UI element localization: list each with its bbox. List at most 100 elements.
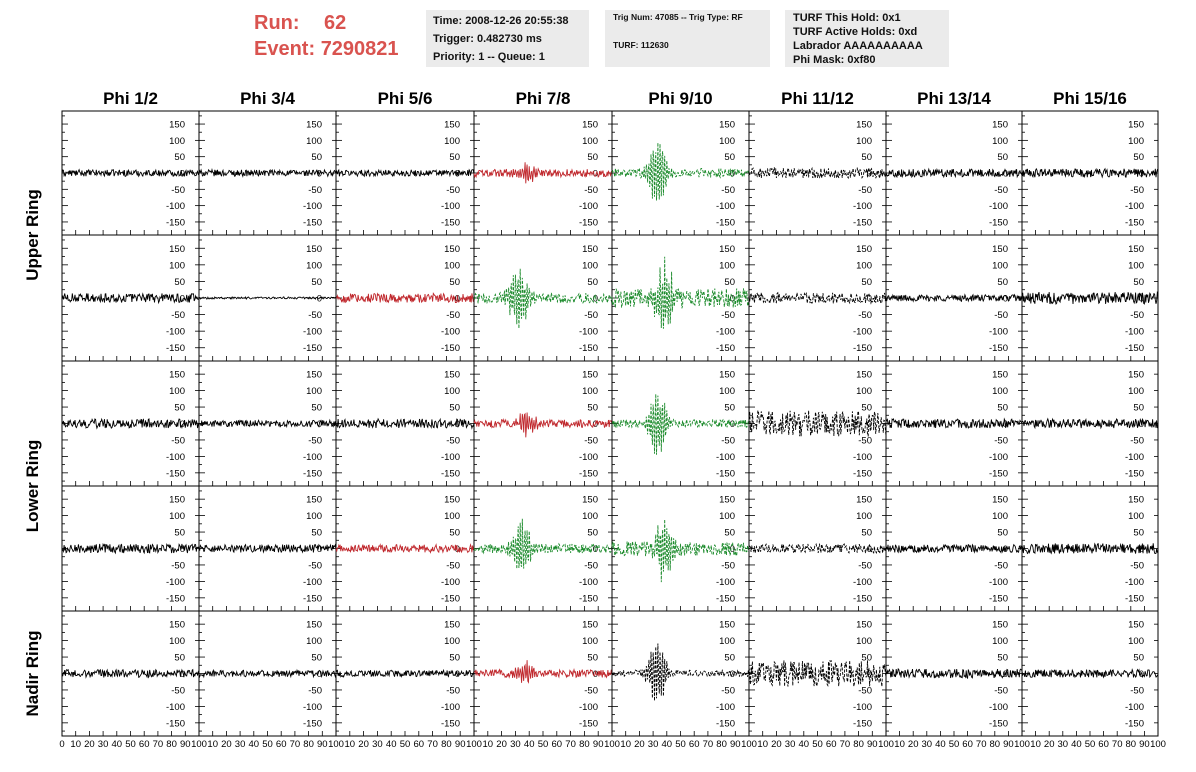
y-tick-label: 0 <box>317 544 322 555</box>
waveform-trace <box>1021 167 1159 179</box>
y-tick-label: -150 <box>853 718 872 729</box>
y-tick-label: 150 <box>444 370 460 381</box>
y-tick-label: -150 <box>716 343 735 354</box>
y-tick-label: -100 <box>1125 201 1144 212</box>
y-tick-label: 100 <box>444 136 460 147</box>
column-title: Phi 9/10 <box>648 89 712 108</box>
x-tick-label: 0 <box>59 739 64 750</box>
x-tick-label: 10 <box>70 739 81 750</box>
y-tick-label: 150 <box>1128 370 1144 381</box>
y-tick-label: -50 <box>858 685 872 696</box>
x-tick-label: 40 <box>935 739 946 750</box>
y-tick-label: 50 <box>724 277 735 288</box>
y-tick-label: -50 <box>994 435 1008 446</box>
event-label: Event: <box>254 38 316 60</box>
y-tick-label: 100 <box>992 636 1008 647</box>
x-tick-label: 90 <box>1139 739 1150 750</box>
x-tick-label: 20 <box>358 739 369 750</box>
run-value: 62 <box>324 12 347 34</box>
y-tick-label: -150 <box>166 468 185 479</box>
x-tick-label: 90 <box>593 739 604 750</box>
y-tick-label: 150 <box>992 370 1008 381</box>
y-tick-label: 100 <box>992 260 1008 271</box>
waveform-trace <box>1021 668 1159 679</box>
y-tick-label: 150 <box>306 370 322 381</box>
y-tick-label: 150 <box>306 620 322 631</box>
x-tick-label: 60 <box>139 739 150 750</box>
y-tick-label: 100 <box>444 511 460 522</box>
y-tick-label: -150 <box>853 343 872 354</box>
y-tick-label: 50 <box>861 277 872 288</box>
y-tick-label: -100 <box>853 327 872 338</box>
y-tick-label: 100 <box>719 260 735 271</box>
x-tick-label: 20 <box>84 739 95 750</box>
x-tick-label: 60 <box>276 739 287 750</box>
y-tick-label: -100 <box>166 327 185 338</box>
waveform-trace <box>1021 291 1159 305</box>
y-tick-label: 50 <box>861 403 872 414</box>
y-tick-label: 50 <box>724 152 735 163</box>
y-tick-label: -50 <box>584 560 598 571</box>
column-title: Phi 1/2 <box>103 89 158 108</box>
y-tick-label: -150 <box>166 217 185 228</box>
y-tick-label: -50 <box>171 185 185 196</box>
y-tick-label: 150 <box>306 495 322 506</box>
x-tick-label: 100 <box>328 739 344 750</box>
x-tick-label: 40 <box>249 739 260 750</box>
y-tick-label: 50 <box>587 403 598 414</box>
y-tick-label: 100 <box>856 136 872 147</box>
waveform-trace <box>335 543 475 554</box>
y-tick-label: -50 <box>721 185 735 196</box>
x-tick-label: 100 <box>466 739 482 750</box>
waveform-trace <box>885 543 1023 554</box>
y-tick-label: -50 <box>858 310 872 321</box>
y-tick-label: 0 <box>593 294 598 305</box>
run-label: Run: <box>254 12 300 34</box>
y-tick-label: -50 <box>858 435 872 446</box>
y-tick-label: 0 <box>730 294 735 305</box>
x-tick-label: 40 <box>1071 739 1082 750</box>
y-tick-label: 0 <box>730 544 735 555</box>
x-tick-label: 50 <box>538 739 549 750</box>
y-tick-label: -150 <box>716 718 735 729</box>
y-tick-label: -50 <box>584 185 598 196</box>
y-tick-label: -100 <box>303 577 322 588</box>
x-tick-label: 60 <box>1098 739 1109 750</box>
y-tick-label: -150 <box>989 593 1008 604</box>
x-tick-label: 60 <box>552 739 563 750</box>
y-tick-label: 100 <box>444 636 460 647</box>
x-tick-label: 30 <box>235 739 246 750</box>
y-tick-label: -100 <box>716 201 735 212</box>
y-tick-label: 150 <box>719 620 735 631</box>
y-tick-label: -150 <box>303 593 322 604</box>
waveform-trace <box>61 417 200 430</box>
y-tick-label: 50 <box>311 152 322 163</box>
y-tick-label: -150 <box>853 593 872 604</box>
y-tick-label: -100 <box>303 702 322 713</box>
y-tick-label: -100 <box>579 327 598 338</box>
turf-active-line: TURF Active Holds: 0xd <box>793 26 918 38</box>
y-tick-label: -150 <box>1125 217 1144 228</box>
y-tick-label: -150 <box>989 343 1008 354</box>
y-tick-label: 50 <box>587 653 598 664</box>
y-tick-label: -100 <box>579 452 598 463</box>
x-tick-label: 10 <box>757 739 768 750</box>
y-tick-label: 0 <box>867 544 872 555</box>
y-tick-label: 50 <box>997 528 1008 539</box>
x-tick-label: 80 <box>716 739 727 750</box>
y-tick-label: -150 <box>441 468 460 479</box>
y-tick-label: 100 <box>719 636 735 647</box>
y-tick-label: 50 <box>174 403 185 414</box>
y-tick-label: 150 <box>992 120 1008 131</box>
x-tick-label: 50 <box>949 739 960 750</box>
x-tick-label: 100 <box>1014 739 1030 750</box>
y-tick-label: -100 <box>989 452 1008 463</box>
y-tick-label: 150 <box>306 244 322 255</box>
waveform-trace <box>61 292 200 305</box>
x-tick-label: 60 <box>414 739 425 750</box>
row-group-label: Lower Ring <box>23 440 42 533</box>
turf-line: TURF: 112630 <box>613 40 669 50</box>
time-line: Time: 2008-12-26 20:55:38 <box>433 15 569 27</box>
y-tick-label: 0 <box>867 419 872 430</box>
waveform-trace <box>198 418 337 429</box>
